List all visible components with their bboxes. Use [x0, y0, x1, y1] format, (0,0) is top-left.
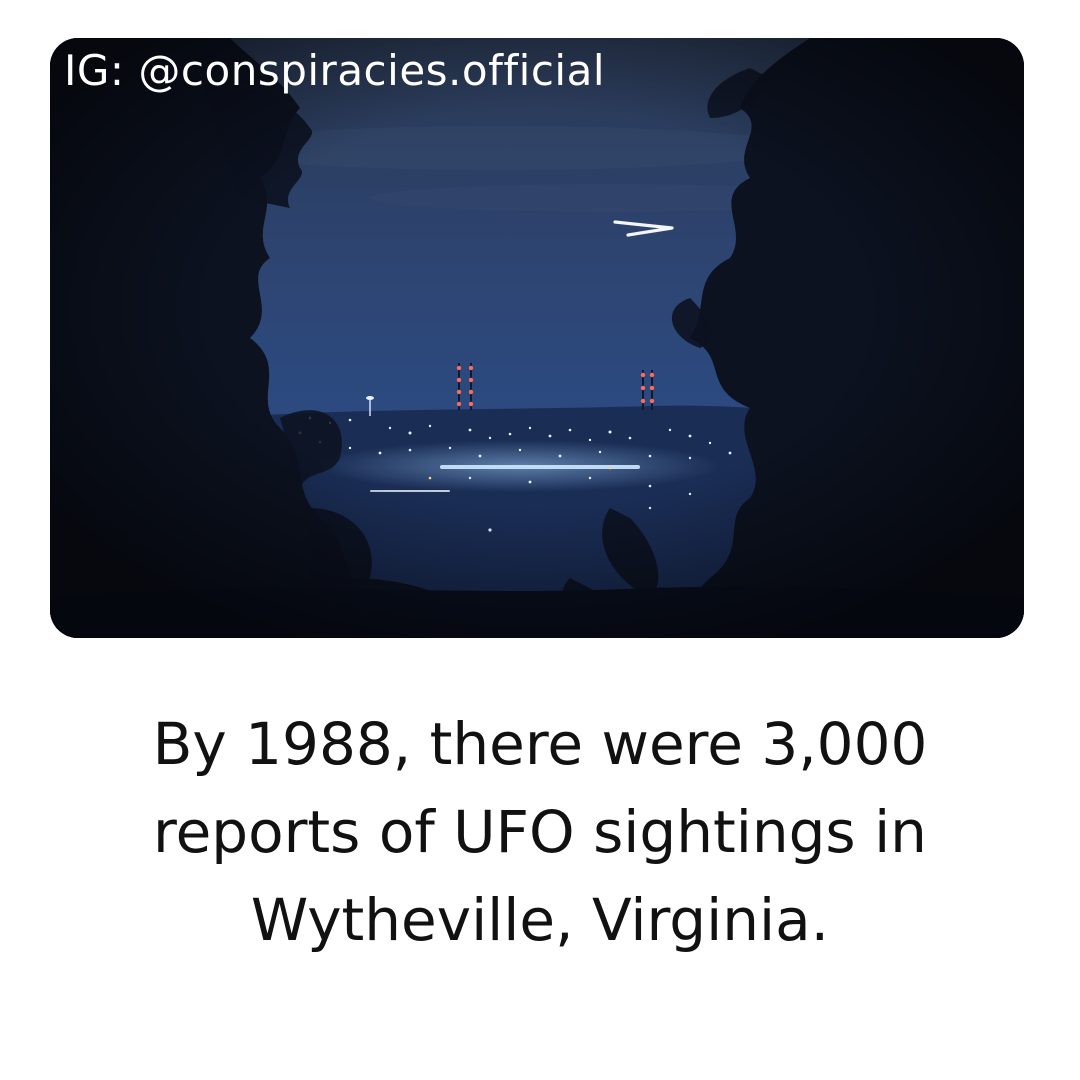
instagram-watermark: IG: @conspiracies.official	[64, 46, 605, 95]
night-sky-photo	[50, 38, 1024, 638]
photo-card: IG: @conspiracies.official	[50, 38, 1024, 638]
vignette	[50, 38, 1024, 638]
caption-text: By 1988, there were 3,000 reports of UFO…	[152, 710, 928, 954]
